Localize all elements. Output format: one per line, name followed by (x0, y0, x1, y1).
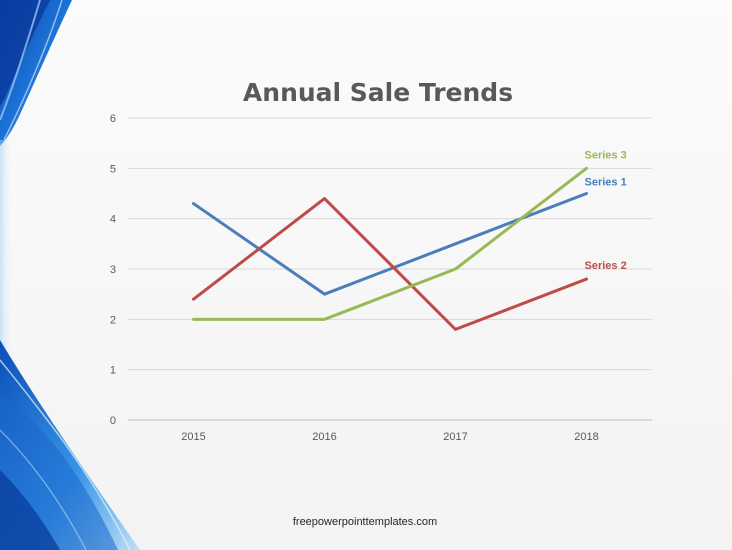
x-axis-ticks: 2015 2016 2017 2018 (181, 431, 598, 443)
y-tick-label: 4 (110, 214, 116, 226)
series-line-3 (192, 166, 588, 321)
chart-title: Annual Sale Trends (242, 78, 514, 107)
y-tick-label: 2 (110, 314, 116, 326)
series-line-1 (192, 192, 588, 296)
series-line-2 (192, 197, 588, 331)
series-label-1: Series 1 (585, 177, 627, 189)
y-tick-label: 5 (110, 163, 116, 175)
x-tick-label: 2016 (312, 431, 336, 443)
x-tick-label: 2017 (443, 431, 467, 443)
y-tick-label: 0 (110, 415, 116, 427)
series-labels: Series 1 Series 2 Series 3 (585, 149, 627, 272)
y-tick-label: 6 (110, 113, 116, 125)
x-tick-label: 2018 (574, 431, 598, 443)
series-lines (192, 166, 588, 331)
y-tick-label: 1 (110, 365, 116, 377)
x-tick-label: 2015 (181, 431, 205, 443)
series-label-2: Series 2 (585, 260, 627, 272)
series-label-3: Series 3 (585, 149, 627, 161)
y-tick-label: 3 (110, 264, 116, 276)
y-axis-ticks: 0 1 2 3 4 5 6 (110, 113, 116, 427)
footer-website: freepowerpointtemplates.com (292, 516, 438, 528)
